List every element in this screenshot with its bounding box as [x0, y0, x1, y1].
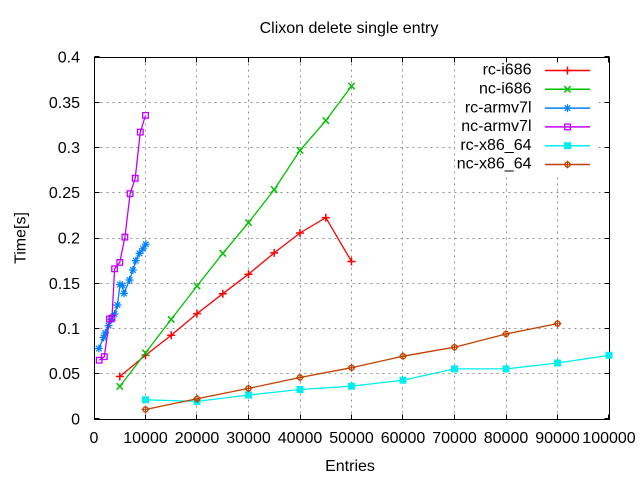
svg-text:40000: 40000: [278, 430, 323, 447]
svg-text:30000: 30000: [226, 430, 271, 447]
svg-text:100000: 100000: [582, 430, 635, 447]
svg-text:0: 0: [71, 412, 80, 429]
svg-text:nc-i686: nc-i686: [479, 81, 532, 98]
svg-text:60000: 60000: [381, 430, 426, 447]
svg-text:Time[s]: Time[s]: [13, 212, 30, 264]
svg-text:rc-i686: rc-i686: [483, 62, 532, 79]
svg-text:Entries: Entries: [325, 458, 375, 475]
svg-text:0.15: 0.15: [49, 276, 80, 293]
svg-text:0.35: 0.35: [49, 95, 80, 112]
svg-text:70000: 70000: [432, 430, 477, 447]
svg-text:0.05: 0.05: [49, 366, 80, 383]
svg-text:nc-x86_64: nc-x86_64: [457, 156, 532, 173]
svg-text:rc-x86_64: rc-x86_64: [460, 137, 531, 154]
svg-text:90000: 90000: [535, 430, 580, 447]
svg-text:0.25: 0.25: [49, 185, 80, 202]
svg-text:Clixon delete single entry: Clixon delete single entry: [260, 20, 439, 37]
svg-text:rc-armv7l: rc-armv7l: [465, 99, 532, 116]
svg-text:0.2: 0.2: [58, 231, 80, 248]
svg-text:0.3: 0.3: [58, 140, 80, 157]
svg-text:0.1: 0.1: [58, 321, 80, 338]
svg-text:20000: 20000: [175, 430, 220, 447]
svg-text:80000: 80000: [484, 430, 529, 447]
svg-text:50000: 50000: [329, 430, 374, 447]
svg-text:nc-armv7l: nc-armv7l: [461, 118, 531, 135]
svg-text:10000: 10000: [123, 430, 168, 447]
svg-text:0: 0: [90, 430, 99, 447]
svg-text:0.4: 0.4: [58, 50, 80, 67]
